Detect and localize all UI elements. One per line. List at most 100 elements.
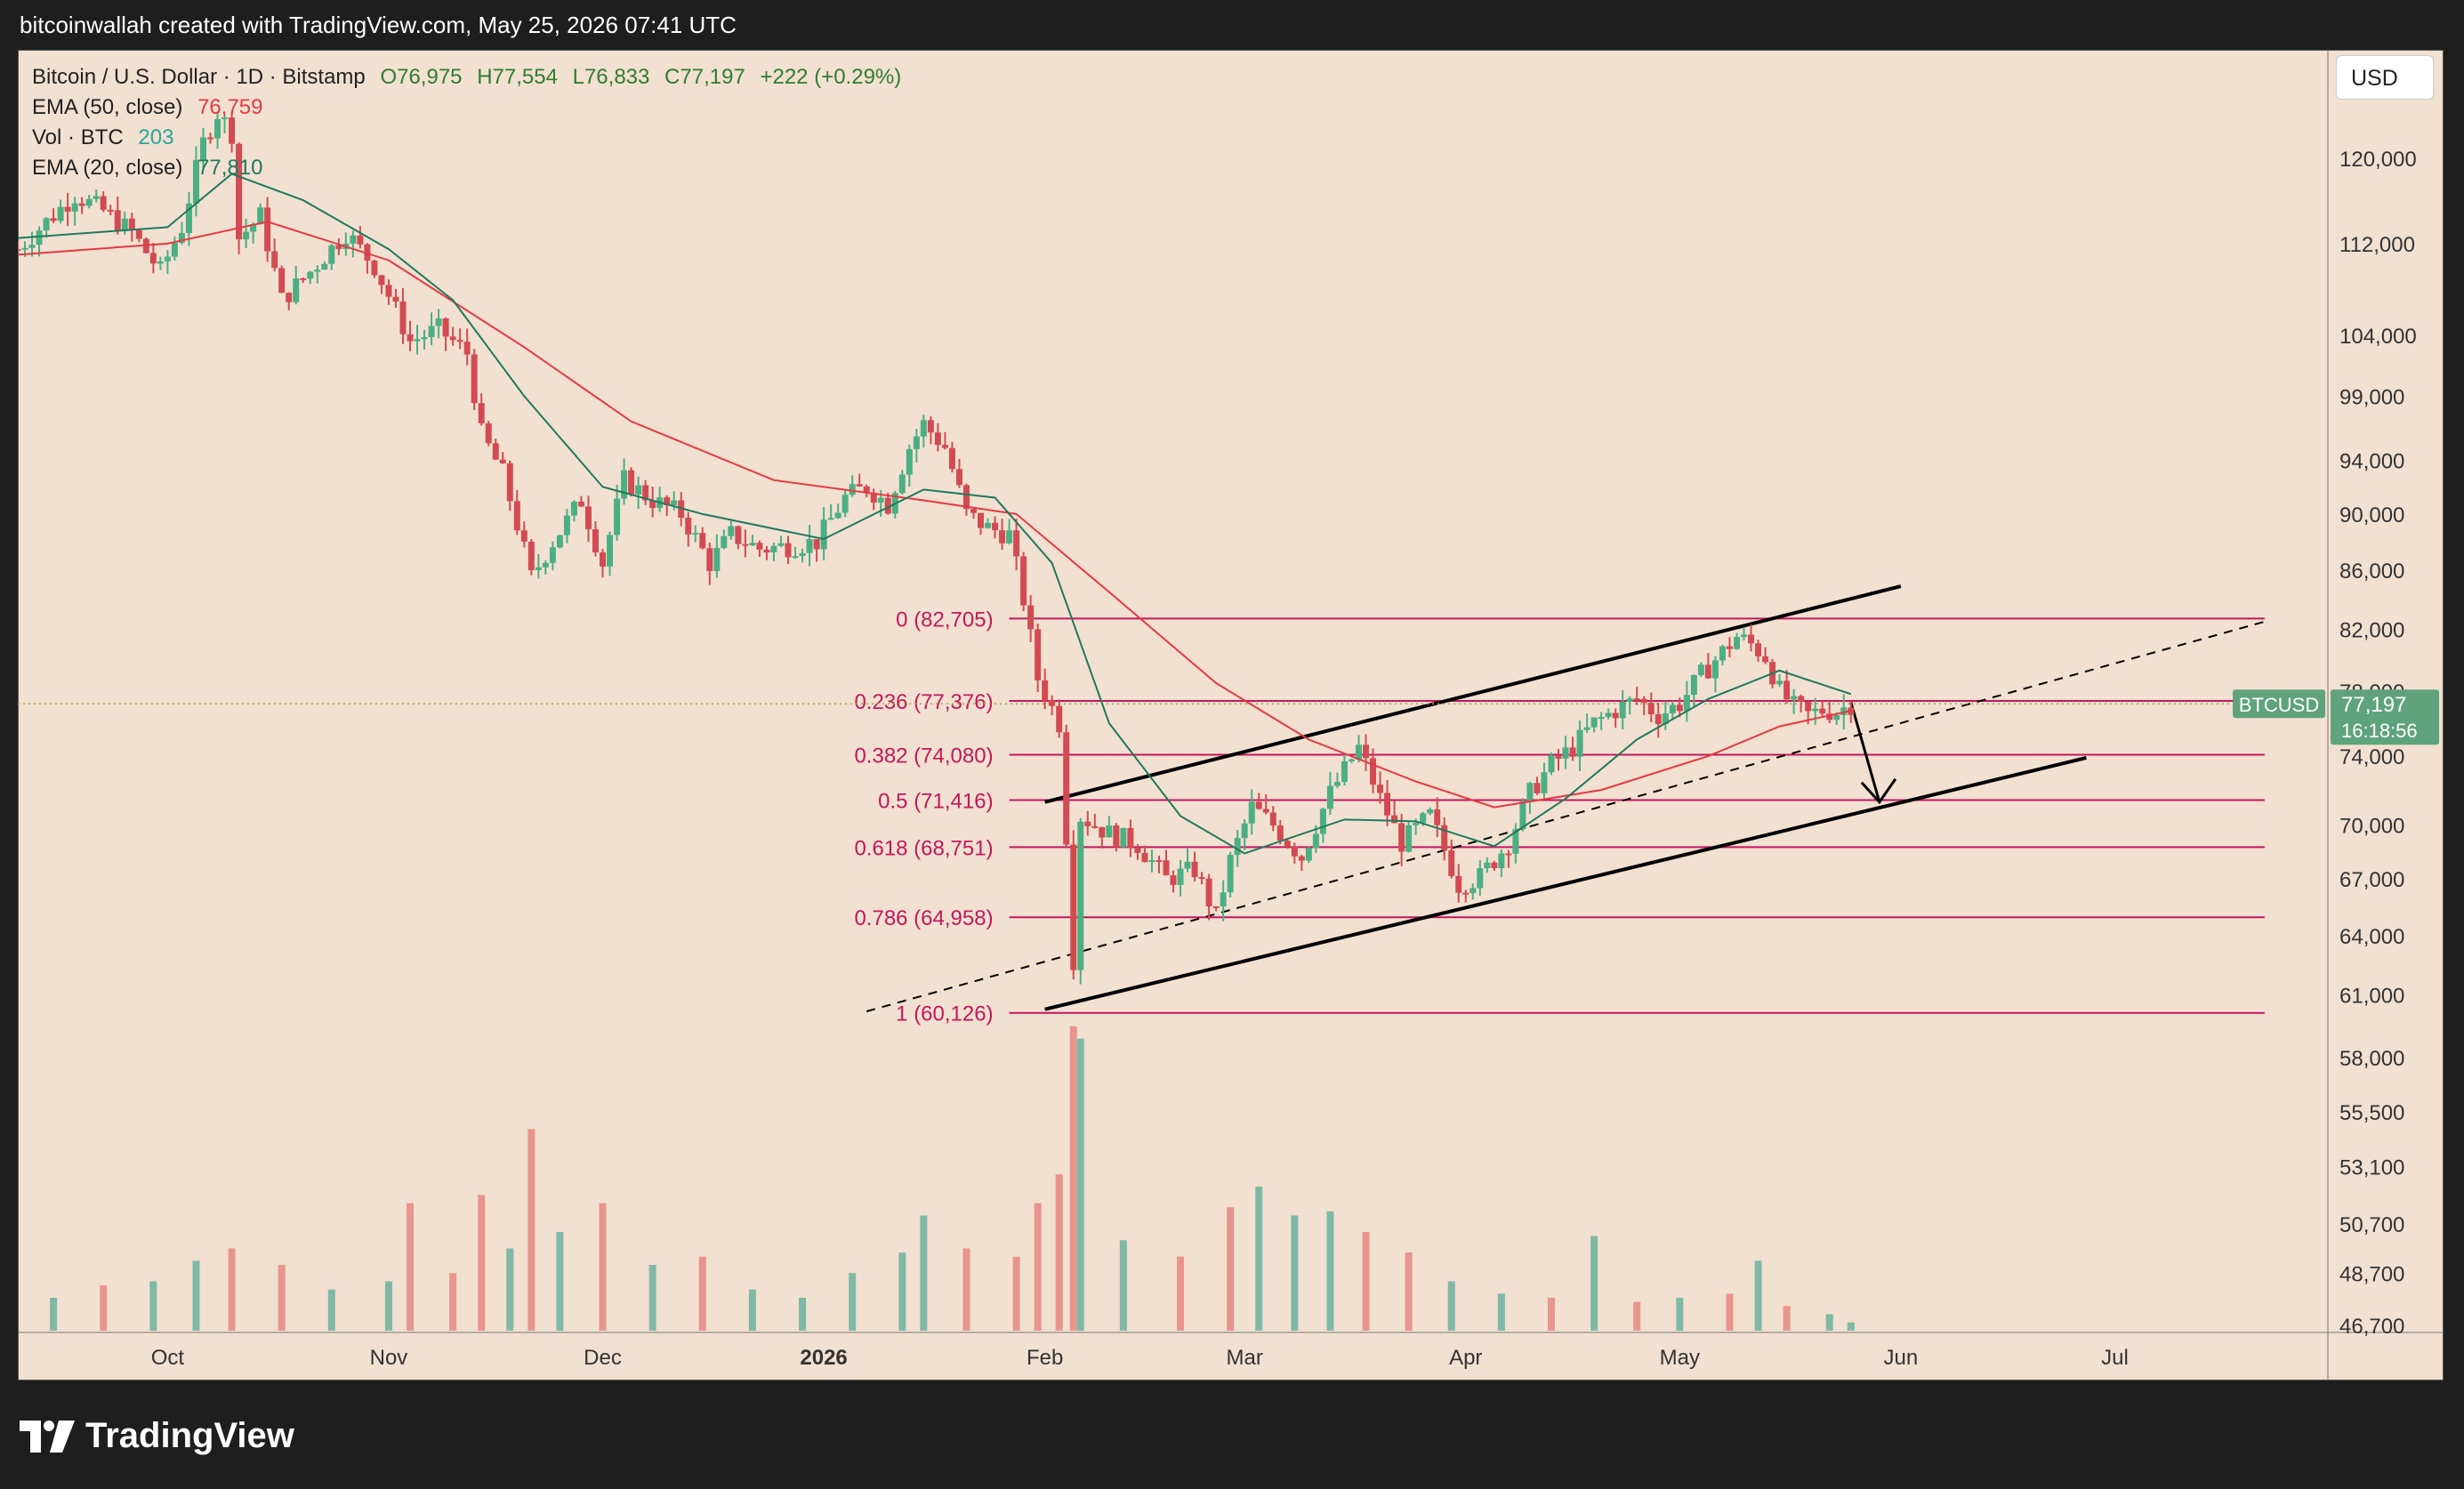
- fib-level-label: 0 (82,705): [896, 608, 993, 632]
- candle-body: [157, 261, 164, 264]
- price-chart[interactable]: 0 (82,705) 0.236 (77,376) 0.382 (74,080) 0.…: [18, 50, 2444, 1380]
- legend-ema20-row[interactable]: EMA (20, close) 77,810: [32, 153, 901, 183]
- candle-body: [286, 293, 293, 302]
- candle-body: [849, 484, 856, 495]
- currency-selector[interactable]: USD: [2336, 55, 2434, 100]
- candle-body: [1006, 530, 1013, 543]
- fib-level-label: 0.236 (77,376): [854, 690, 993, 714]
- volume-bar: [962, 1248, 970, 1331]
- candle-body: [1326, 785, 1333, 809]
- candle-body: [1755, 643, 1762, 656]
- candle-body: [735, 526, 742, 544]
- candle-body: [1099, 826, 1106, 838]
- candle-body: [699, 533, 706, 549]
- price-tick-label: 104,000: [2339, 325, 2417, 349]
- volume-bar: [449, 1273, 457, 1331]
- candle-body: [1776, 680, 1784, 685]
- candle-body: [1413, 823, 1420, 825]
- candle-body: [57, 206, 64, 221]
- candle-body: [1184, 861, 1191, 869]
- candle-body: [214, 118, 221, 139]
- price-tick-label: 82,000: [2339, 618, 2404, 642]
- candle-body: [635, 485, 642, 495]
- candle-body: [1077, 821, 1084, 970]
- candle-body: [185, 203, 192, 233]
- candle-body: [1255, 801, 1262, 809]
- candle-body: [414, 339, 421, 342]
- price-tick-label: 99,000: [2339, 385, 2404, 409]
- candle-body: [506, 463, 513, 502]
- candle-body: [278, 268, 286, 294]
- candle-body: [1113, 825, 1120, 848]
- candle-body: [856, 484, 863, 487]
- candle-body: [1134, 848, 1141, 853]
- chart-frame[interactable]: [18, 50, 2444, 1380]
- legend-volume-row[interactable]: Vol · BTC 203: [32, 123, 901, 153]
- candle-body: [1042, 680, 1049, 701]
- ema-layer: [18, 173, 1852, 855]
- candle-body: [1333, 781, 1341, 786]
- price-tick-label: 120,000: [2339, 148, 2417, 172]
- ema50-line: [18, 221, 1851, 809]
- candle-body: [421, 337, 428, 340]
- price-tick-label: 50,700: [2339, 1213, 2404, 1237]
- candle-body: [763, 550, 770, 553]
- volume-bar: [1633, 1301, 1641, 1331]
- candle-body: [1091, 825, 1099, 828]
- candle-body: [100, 196, 107, 210]
- candle-body: [1027, 605, 1035, 630]
- candle-body: [1519, 801, 1526, 830]
- legend-ema50-row[interactable]: EMA (50, close) 76,759: [32, 93, 901, 123]
- annotation-lines[interactable]: [18, 584, 2322, 1012]
- candle-body: [207, 137, 214, 140]
- candle-body: [478, 403, 485, 423]
- volume-bar: [1119, 1240, 1127, 1331]
- brand[interactable]: TradingView: [20, 1416, 294, 1456]
- volume-bar: [1754, 1260, 1762, 1331]
- candle-body: [642, 485, 649, 501]
- price-tag-value: 77,197: [2341, 693, 2406, 717]
- ema20-line: [18, 173, 1852, 855]
- candle-body: [43, 218, 50, 231]
- volume-bar: [278, 1265, 286, 1331]
- candle-body: [1198, 877, 1205, 880]
- volume-bar: [599, 1203, 607, 1331]
- fibonacci-retracement[interactable]: 0 (82,705) 0.236 (77,376) 0.382 (74,080) 0.…: [854, 608, 2265, 1026]
- price-tick-label: 94,000: [2339, 449, 2404, 473]
- price-tick-label: 64,000: [2339, 925, 2404, 949]
- candle-body: [293, 278, 300, 302]
- time-tick-label: Apr: [1449, 1346, 1482, 1370]
- candle-body: [492, 443, 499, 460]
- candle-body: [1227, 855, 1234, 893]
- channel-lower-line: [1044, 755, 2087, 1011]
- candle-body: [1056, 705, 1063, 733]
- time-tick-label: Dec: [584, 1346, 622, 1370]
- candle-body: [171, 243, 178, 257]
- candle-body: [221, 117, 229, 120]
- candle-body: [1391, 815, 1398, 824]
- candle-body: [600, 551, 607, 567]
- volume-bar: [1291, 1215, 1299, 1331]
- candle-body: [1156, 860, 1163, 863]
- volume-bar: [1825, 1314, 1833, 1331]
- candle-body: [1405, 825, 1413, 852]
- volume-bar: [527, 1129, 535, 1331]
- candle-body: [770, 545, 777, 553]
- candle-body: [649, 500, 656, 509]
- candle-body: [1605, 712, 1612, 718]
- candle-body: [385, 285, 392, 297]
- candle-body: [1626, 698, 1633, 702]
- volume-bar: [327, 1289, 335, 1331]
- candle-body: [114, 210, 121, 231]
- volume-bar: [799, 1298, 807, 1331]
- candle-body: [614, 498, 621, 535]
- candle-body: [271, 251, 278, 269]
- candle-body: [1676, 704, 1683, 712]
- candle-body: [870, 492, 877, 503]
- candle-body: [671, 500, 678, 506]
- candle-body: [78, 203, 85, 206]
- tradingview-logo-icon: [20, 1420, 75, 1453]
- time-tick-label: 2026: [800, 1346, 847, 1370]
- candle-body: [799, 552, 806, 557]
- candle-body: [1434, 809, 1441, 825]
